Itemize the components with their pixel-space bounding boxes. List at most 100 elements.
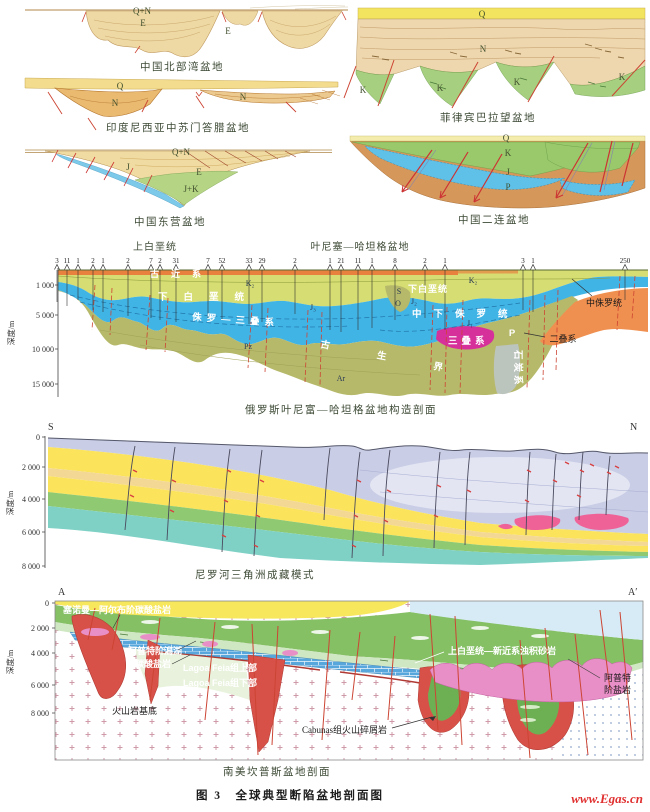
layer-lines bbox=[69, 95, 149, 104]
section-title-nile: 尼罗河三角洲成藏模式 bbox=[195, 568, 315, 581]
panel-beibuwan: Q+N E E 中国北部湾盆地 bbox=[25, 5, 349, 73]
panel-dongying: Q+N E J J+K 中国东营盆地 bbox=[25, 147, 332, 228]
label-q: Q bbox=[503, 133, 510, 143]
header-upper-cretaceous: 上白垩统 bbox=[133, 240, 177, 253]
well-number: 1 bbox=[443, 257, 447, 265]
stratum-basin bbox=[261, 10, 343, 49]
annotation-turbidite: 上白垩统—新近系浊积砂岩 bbox=[448, 645, 556, 656]
panel-title-sumatra: 印度尼西亚中苏门答腊盆地 bbox=[106, 121, 250, 134]
lens-marks bbox=[429, 77, 607, 90]
stratum-sand-band bbox=[48, 468, 648, 546]
fault-line bbox=[81, 11, 347, 54]
panel-title-dongying: 中国东营盆地 bbox=[134, 215, 206, 228]
layer-lines bbox=[214, 89, 341, 105]
stratum-miocene-lower bbox=[48, 476, 648, 552]
panel-title-palawan: 菲律宾巴拉望盆地 bbox=[440, 111, 536, 124]
axis-tick: 8 000 bbox=[22, 562, 40, 571]
well-number: 33 bbox=[246, 257, 254, 265]
stratum-eocene bbox=[48, 506, 648, 565]
end-label-n: N bbox=[630, 422, 637, 433]
axis-tick: 0 bbox=[36, 433, 40, 442]
axis-tick: 6 000 bbox=[31, 681, 49, 690]
figure-caption: 图 3 全球典型断陷盆地剖面图 bbox=[196, 788, 384, 802]
salt-lens bbox=[81, 628, 299, 656]
header-basin-name: 叶尼塞—哈坦格盆地 bbox=[311, 240, 410, 253]
label-paleogene: 古近系 bbox=[150, 268, 213, 279]
ornament bbox=[249, 5, 349, 10]
stratum-j bbox=[364, 145, 566, 190]
leader-line bbox=[414, 651, 445, 664]
stratum-n-basin bbox=[199, 89, 336, 104]
section-yenisei: 上白垩统 叶尼塞—哈坦格盆地 3 11 1 2 1 2 7 2 31 7 52 … bbox=[6, 240, 648, 416]
label-ar: Ar bbox=[337, 374, 346, 383]
label-qn: Q+N bbox=[133, 6, 152, 16]
label-j2: J₂ bbox=[411, 297, 417, 306]
fault-line-gray bbox=[407, 140, 616, 197]
label-e: E bbox=[225, 26, 231, 36]
label-n: N bbox=[112, 98, 119, 108]
well-number: 7 bbox=[149, 257, 153, 265]
well-number: 2 bbox=[158, 257, 162, 265]
well-number: 2 bbox=[126, 257, 130, 265]
well-numbers: 3 11 1 2 1 2 7 2 31 7 52 33 29 2 1 21 11… bbox=[55, 257, 631, 265]
well-number: 29 bbox=[259, 257, 267, 265]
well-number: 52 bbox=[219, 257, 227, 265]
well-number: 1 bbox=[328, 257, 332, 265]
end-label-s: S bbox=[48, 422, 54, 433]
label-n: N bbox=[480, 44, 487, 54]
depth-axis bbox=[52, 602, 55, 714]
axis-tick: 4 000 bbox=[31, 649, 49, 658]
layer-lines bbox=[359, 26, 646, 60]
stratum-paleozoic bbox=[58, 290, 578, 397]
fault-fan bbox=[184, 150, 297, 169]
well-number: 8 bbox=[393, 257, 397, 265]
stratum-basin-fill bbox=[135, 645, 250, 700]
stratum-k-wedge bbox=[419, 65, 479, 107]
label-q: Q bbox=[117, 81, 124, 91]
well-number: 1 bbox=[101, 257, 105, 265]
annotation-cabunas: Cabunas组火山碎屑岩 bbox=[302, 724, 387, 735]
well-number: 1 bbox=[76, 257, 80, 265]
stratum-light-patch bbox=[370, 457, 630, 513]
axis-tick: 10 000 bbox=[32, 345, 54, 354]
layer-lines bbox=[359, 469, 649, 513]
label-k: K bbox=[437, 83, 444, 93]
label-j: J bbox=[506, 167, 510, 177]
stratum-sea-blue bbox=[410, 601, 643, 640]
well-number: 2 bbox=[423, 257, 427, 265]
annotation-lagoa-lower: Lagoa Feia组下部 bbox=[183, 677, 257, 688]
stratum-n-basin bbox=[54, 87, 163, 117]
label-qn: Q+N bbox=[172, 147, 191, 157]
depth-axis bbox=[55, 268, 59, 397]
axis-tick: 8 000 bbox=[31, 709, 49, 718]
layer-lines bbox=[93, 15, 215, 42]
label-o: O bbox=[395, 299, 401, 308]
well-markers bbox=[54, 263, 628, 270]
basement-high bbox=[144, 639, 161, 705]
section-campos: A A′ 0 2 000 4 bbox=[5, 587, 644, 778]
fault-line bbox=[47, 91, 297, 131]
annotation-cenomanian: 塞诺曼—阿尔布阶碳酸盐岩 bbox=[63, 604, 171, 615]
layer-lines bbox=[57, 275, 611, 283]
label-p: P bbox=[505, 182, 510, 192]
panel-sumatra: Q N N 印度尼西亚中苏门答腊盆地 bbox=[24, 77, 341, 134]
lens-marks bbox=[371, 43, 625, 61]
axis-label-depth: 深度/m bbox=[6, 320, 16, 345]
label-lower-cretaceous: 下白垩统 bbox=[158, 291, 260, 303]
well-number: 21 bbox=[338, 257, 346, 265]
section-nile: S N 0 2 000 4 000 6 000 8 000 深度/m 尼罗河三角… bbox=[5, 422, 649, 581]
axis-label-depth: 深度/m bbox=[5, 649, 15, 674]
label-k: K bbox=[360, 85, 367, 95]
stratum-jk bbox=[134, 170, 239, 206]
section-title-yenisei: 俄罗斯叶尼富—哈坦格盆地构造剖面 bbox=[245, 403, 437, 416]
well-number: 1 bbox=[531, 257, 535, 265]
label-jk: J+K bbox=[183, 184, 199, 194]
fault-line bbox=[124, 445, 611, 559]
stratum-k-wedge bbox=[569, 65, 646, 97]
stratum-miocene-upper bbox=[48, 447, 648, 542]
stratum-top-yellow bbox=[55, 601, 410, 619]
stratum-q bbox=[357, 7, 646, 20]
stratum-k-wedge bbox=[355, 69, 395, 105]
section-title-campos: 南美坎普斯盆地剖面 bbox=[223, 765, 331, 778]
